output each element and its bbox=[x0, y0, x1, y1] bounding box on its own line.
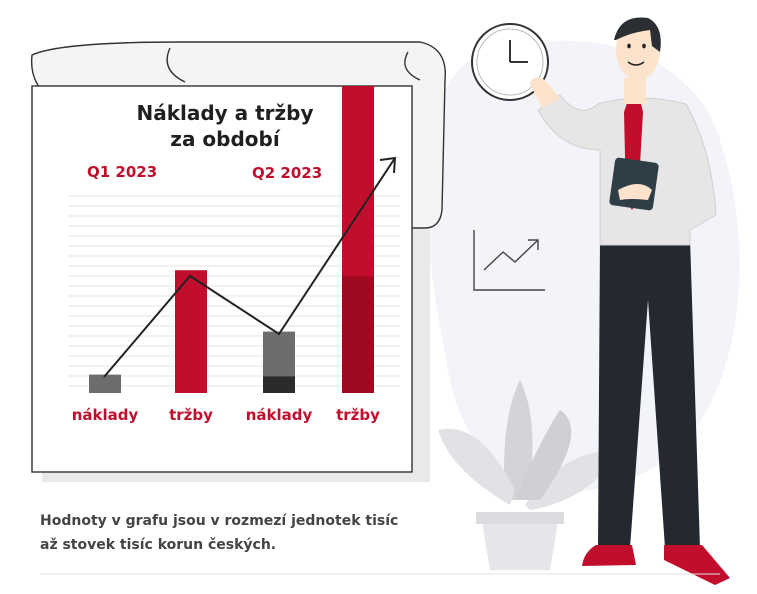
tick-label-naklady-q1: náklady bbox=[71, 406, 139, 424]
chart-title-line-1: Náklady a tržby bbox=[136, 101, 314, 125]
chart-title-line-2: za období bbox=[170, 127, 280, 151]
flipchart-roll-curl bbox=[166, 47, 186, 83]
caption-line-1: Hodnoty v grafu jsou v rozmezí jednotek … bbox=[40, 513, 399, 529]
trend-arrowhead bbox=[379, 156, 397, 174]
bar-trzby-q1 bbox=[175, 270, 207, 393]
tick-label-naklady-q2: náklady bbox=[245, 406, 313, 424]
caption: Hodnoty v grafu jsou v rozmezí jednotek … bbox=[40, 509, 460, 557]
clock-icon bbox=[471, 23, 549, 101]
businessman-illustration bbox=[530, 17, 730, 585]
tick-label-trzby-q2: tržby bbox=[336, 406, 380, 424]
caption-line-2: až stovek tisíc korun českých. bbox=[40, 537, 277, 553]
trend-line bbox=[103, 157, 396, 378]
plant-illustration bbox=[438, 380, 620, 570]
group-label-q1: Q1 2023 bbox=[87, 163, 158, 181]
tick-label-trzby-q1: tržby bbox=[169, 406, 213, 424]
flipchart-roll-curl-right bbox=[404, 51, 421, 81]
bar-segment-trzby-q2 bbox=[342, 276, 374, 393]
chart-bars bbox=[89, 86, 374, 393]
trend-arrow bbox=[103, 156, 397, 378]
group-label-q2: Q2 2023 bbox=[252, 164, 323, 182]
bar-segment-naklady-q2 bbox=[263, 376, 295, 393]
growth-chart-icon bbox=[473, 230, 545, 291]
bar-naklady-q1 bbox=[89, 374, 121, 393]
